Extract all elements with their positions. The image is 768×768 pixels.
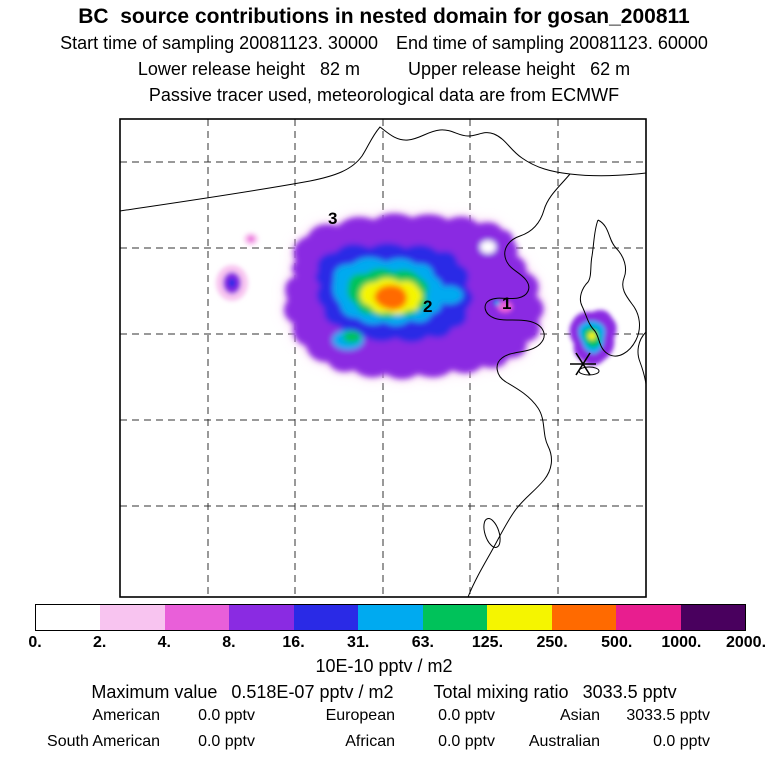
- region-stat-value: 0.0 pptv: [438, 707, 495, 724]
- korea-coastline: [579, 219, 640, 357]
- sampling-end-text: End time of sampling 20081123. 60000: [395, 33, 708, 53]
- maximum-value: 0.518E-07 pptv / m2: [231, 682, 394, 702]
- colorbar-cell: [36, 605, 101, 630]
- graticule: [120, 119, 646, 597]
- region-annotations: 1 2 3: [328, 209, 511, 316]
- maximum-label: Maximum value: [91, 682, 218, 702]
- region-stat-label: African: [345, 733, 395, 750]
- colorbar-tick: 500.: [601, 634, 633, 651]
- plume-layers: [216, 213, 617, 379]
- colorbar-cell: [551, 605, 617, 630]
- gosan-marker-icon: [570, 352, 596, 376]
- colorbar: [35, 604, 746, 631]
- colorbar-cell: [358, 605, 423, 630]
- colorbar-tick: 2.: [92, 634, 107, 651]
- region-stats: American 0.0 pptv European 0.0 pptv Asian 303…: [20, 707, 720, 751]
- region-label-2: 2: [423, 297, 432, 316]
- colorbar-tick: 4.: [157, 634, 171, 651]
- plume-green-tail: [343, 331, 361, 343]
- map-frame: [119, 118, 647, 598]
- colorbar-ticks: 0. 2. 4. 8. 16. 31. 63. 125. 250. 500. 1000. 2000.: [28, 634, 766, 654]
- region-stat-value: 0.0 pptv: [438, 733, 495, 750]
- region-stat-value: 0.0 pptv: [653, 733, 710, 750]
- map-plot: 1 2 3: [119, 118, 647, 598]
- region-stat-label: American: [92, 707, 160, 724]
- colorbar-cell: [164, 605, 230, 630]
- region-label-1: 1: [502, 294, 511, 313]
- colorbar-tick: 250.: [536, 634, 568, 651]
- colorbar-tick: 8.: [222, 634, 236, 651]
- korea-blob-yellow: [588, 332, 596, 340]
- region-stat-label: European: [325, 707, 395, 724]
- lower-release-text: Lower release height 82 m: [137, 59, 360, 79]
- colorbar-tick: 63.: [411, 634, 434, 651]
- colorbar-cell: [680, 605, 745, 630]
- region1-blob: [497, 301, 513, 313]
- sampling-times-line: Start time of sampling 20081123. 30000 E…: [0, 33, 768, 54]
- colorbar-tick: 0.: [28, 634, 42, 651]
- tracer-note-text: Passive tracer used, meteorological data…: [148, 85, 620, 105]
- region-stat-value: 3033.5 pptv: [626, 707, 710, 724]
- region-stat-value: 0.0 pptv: [198, 707, 255, 724]
- colorbar-cell: [293, 605, 359, 630]
- sampling-start-text: Start time of sampling 20081123. 30000: [60, 33, 378, 53]
- summary-stats-line: Maximum value 0.518E-07 pptv / m2 Total …: [0, 682, 768, 703]
- kyushu-coastline: [637, 331, 646, 385]
- coastlines: [120, 126, 646, 597]
- release-heights-line: Lower release height 82 m Upper release …: [0, 59, 768, 80]
- total-mixing-value: 3033.5 pptv: [582, 682, 677, 702]
- region-stat-value: 0.0 pptv: [198, 733, 255, 750]
- plume-hotspot: [374, 285, 408, 310]
- upper-release-text: Upper release height 62 m: [408, 59, 631, 79]
- region-stat-label: Asian: [559, 707, 600, 724]
- colorbar-unit-label: 10E-10 pptv / m2: [315, 656, 453, 676]
- colorbar-cell: [100, 605, 165, 630]
- plume-white-hole: [480, 240, 496, 254]
- region-stat-label: South American: [47, 733, 160, 750]
- colorbar-cell: [487, 605, 552, 630]
- colorbar-tick: 31.: [347, 634, 370, 651]
- plume-cyan-arm: [435, 286, 463, 304]
- colorbar-tick: 2000.: [725, 634, 767, 651]
- total-mixing-label: Total mixing ratio: [433, 682, 569, 702]
- satellite-blob-center: [228, 278, 236, 288]
- small-blob-core: [248, 236, 254, 242]
- colorbar-cell: [229, 605, 294, 630]
- tracer-note-line: Passive tracer used, meteorological data…: [0, 85, 768, 106]
- northern-border: [120, 126, 646, 212]
- taiwan-island: [483, 518, 501, 548]
- region-label-3: 3: [328, 209, 337, 228]
- figure-title: BC source contributions in nested domain…: [78, 5, 690, 28]
- china-coastline: [467, 173, 571, 597]
- colorbar-tick: 125.: [471, 634, 504, 651]
- region1-dot: [494, 300, 500, 306]
- colorbar-tick: 1000.: [661, 634, 702, 651]
- colorbar-tick: 16.: [282, 634, 305, 651]
- colorbar-cell: [422, 605, 488, 630]
- region-stat-label: Australian: [528, 733, 600, 750]
- colorbar-cell: [616, 605, 681, 630]
